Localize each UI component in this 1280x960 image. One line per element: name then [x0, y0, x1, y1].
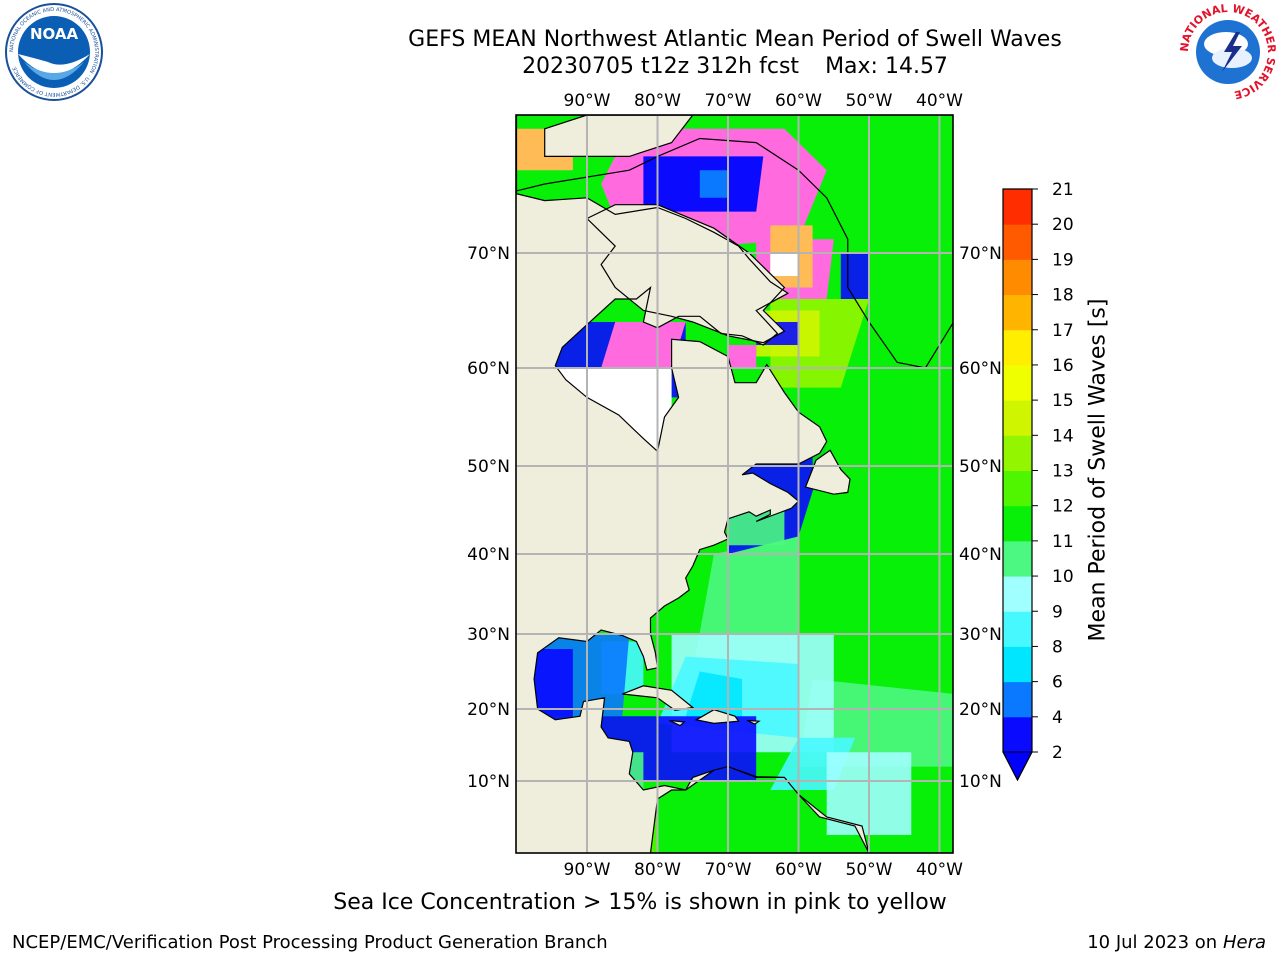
noaa-logo-text: NOAA — [30, 25, 79, 43]
lon-tick-top: 50°W — [846, 91, 893, 111]
lat-tick-left: 70°N — [467, 244, 510, 264]
lat-tick-right: 70°N — [959, 244, 1002, 264]
colorbar-tick: 4 — [1052, 708, 1063, 728]
lat-tick-left: 30°N — [467, 625, 510, 645]
colorbar-tick: 21 — [1052, 180, 1074, 200]
colorbar-swatch — [1003, 329, 1032, 366]
lat-tick-right: 20°N — [959, 700, 1002, 720]
lon-tick-bottom: 50°W — [846, 860, 893, 880]
colorbar-tick: 10 — [1052, 567, 1074, 587]
production-date: 10 Jul 2023 on Hera — [1087, 932, 1266, 953]
map-frame — [515, 114, 954, 854]
colorbar-swatch — [1003, 435, 1032, 471]
lon-tick-top: 80°W — [634, 91, 681, 111]
lat-tick-left: 10°N — [467, 772, 510, 792]
chart-subtitle: 20230705 t12z 312h fcst Max: 14.57 — [300, 54, 1170, 80]
lon-tick-top: 60°W — [775, 91, 822, 111]
lon-ticks-bottom: 90°W 80°W 70°W 60°W 50°W 40°W — [564, 860, 964, 880]
colorbar-swatch — [1003, 716, 1032, 753]
colorbar-swatch — [1003, 540, 1032, 577]
colorbar-tick: 18 — [1052, 286, 1074, 306]
lon-ticks-top: 90°W 80°W 70°W 60°W 50°W 40°W — [564, 91, 964, 111]
lat-ticks-right: 70°N 60°N 50°N 40°N 30°N 20°N 10°N — [959, 244, 1002, 792]
lat-tick-left: 20°N — [467, 700, 510, 720]
colorbar-tick: 15 — [1052, 391, 1074, 411]
lon-tick-bottom: 40°W — [916, 860, 963, 880]
colorbar-swatch — [1003, 505, 1032, 542]
colorbar-tick: 6 — [1052, 673, 1063, 693]
colorbar-swatch — [1003, 681, 1032, 718]
colorbar-tick: 8 — [1052, 637, 1063, 657]
colorbar-swatch — [1003, 611, 1032, 647]
chart-title: GEFS MEAN Northwest Atlantic Mean Period… — [408, 27, 1062, 52]
lon-tick-bottom: 70°W — [705, 860, 752, 880]
credit-text: NCEP/EMC/Verification Post Processing Pr… — [12, 932, 608, 953]
lat-tick-right: 30°N — [959, 625, 1002, 645]
colorbar: 2 4 6 8 9 10 11 12 13 14 15 16 17 18 19 20 21 — [1002, 180, 1074, 782]
colorbar-tick: 2 — [1052, 743, 1063, 763]
colorbar-swatch — [1003, 259, 1032, 296]
lat-tick-right: 10°N — [959, 772, 1002, 792]
date-text: 10 Jul 2023 on — [1087, 932, 1218, 953]
lon-tick-top: 40°W — [916, 91, 963, 111]
colorbar-tick: 13 — [1052, 462, 1074, 482]
colorbar-tick: 12 — [1052, 497, 1074, 517]
colorbar-label: Mean Period of Swell Waves [s] — [1085, 298, 1111, 642]
noaa-logo-icon: NOAA NATIONAL OCEANIC AND ATMOSPHERIC AD… — [5, 3, 103, 101]
sea-ice-note: Sea Ice Concentration > 15% is shown in … — [333, 890, 947, 915]
lat-tick-left: 50°N — [467, 457, 510, 477]
colorbar-tick: 19 — [1052, 250, 1074, 270]
colorbar-swatch — [1003, 470, 1032, 507]
colorbar-tick: 20 — [1052, 215, 1074, 235]
colorbar-swatch — [1003, 364, 1032, 401]
colorbar-tick: 14 — [1052, 426, 1074, 446]
graticule — [516, 115, 953, 853]
lon-tick-bottom: 90°W — [564, 860, 611, 880]
colorbar-tick: 11 — [1052, 532, 1074, 552]
lon-tick-top: 70°W — [705, 91, 752, 111]
lon-tick-bottom: 80°W — [634, 860, 681, 880]
nws-logo-icon: NATIONAL WEATHER SERVICE — [1178, 2, 1278, 101]
lat-tick-left: 40°N — [467, 545, 510, 565]
colorbar-swatch — [1003, 400, 1032, 436]
lon-tick-top: 90°W — [564, 91, 611, 111]
lat-tick-left: 60°N — [467, 359, 510, 379]
max-label: Max: 14.57 — [825, 54, 948, 79]
map-panel — [516, 115, 953, 853]
lon-tick-bottom: 60°W — [775, 860, 822, 880]
host-text: Hera — [1222, 932, 1266, 953]
colorbar-swatch — [1003, 189, 1032, 225]
colorbar-tick: 16 — [1052, 356, 1074, 376]
lat-ticks-left: 70°N 60°N 50°N 40°N 30°N 20°N 10°N — [467, 244, 510, 792]
colorbar-swatch — [1003, 224, 1032, 260]
run-label: 20230705 t12z 312h fcst — [522, 54, 800, 79]
colorbar-tick: 9 — [1052, 602, 1063, 622]
lat-tick-right: 50°N — [959, 457, 1002, 477]
colorbar-tick: 17 — [1052, 321, 1074, 341]
colorbar-under-arrow — [1002, 751, 1033, 782]
colorbar-swatch — [1003, 646, 1032, 683]
lat-tick-right: 40°N — [959, 545, 1002, 565]
colorbar-swatch — [1003, 294, 1032, 331]
lat-tick-right: 60°N — [959, 359, 1002, 379]
colorbar-swatch — [1003, 576, 1032, 612]
